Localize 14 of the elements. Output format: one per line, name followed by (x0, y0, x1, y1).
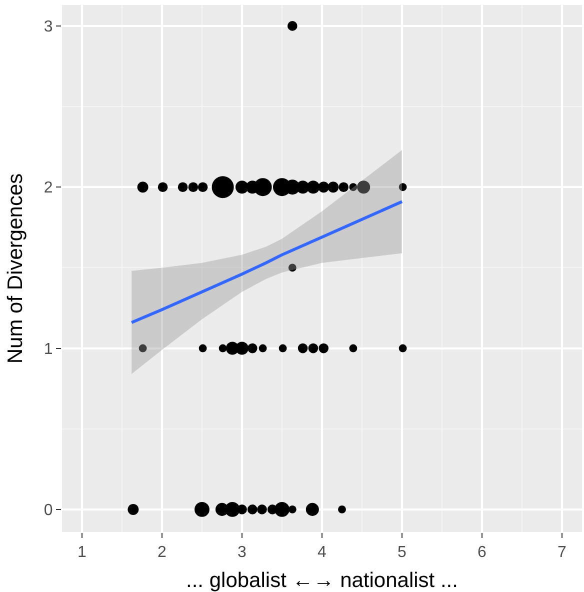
y-tick-label: 1 (44, 340, 53, 358)
y-tick-label: 0 (44, 502, 53, 520)
x-tick-label: 5 (398, 544, 407, 562)
x-tick-label: 3 (238, 544, 247, 562)
x-tick-label: 1 (78, 544, 87, 562)
x-tick-label: 4 (318, 544, 327, 562)
y-tick-label: 2 (44, 180, 53, 197)
x-axis-title: ... globalist ←→ nationalist ... (186, 569, 458, 592)
x-tick-label: 2 (158, 544, 167, 562)
line-series (130, 200, 404, 324)
y-tick-label: 3 (44, 18, 53, 36)
y-axis-title: Num of Divergences (4, 173, 28, 364)
x-tick-label: 6 (478, 544, 487, 562)
x-tick-label: 7 (558, 544, 567, 562)
